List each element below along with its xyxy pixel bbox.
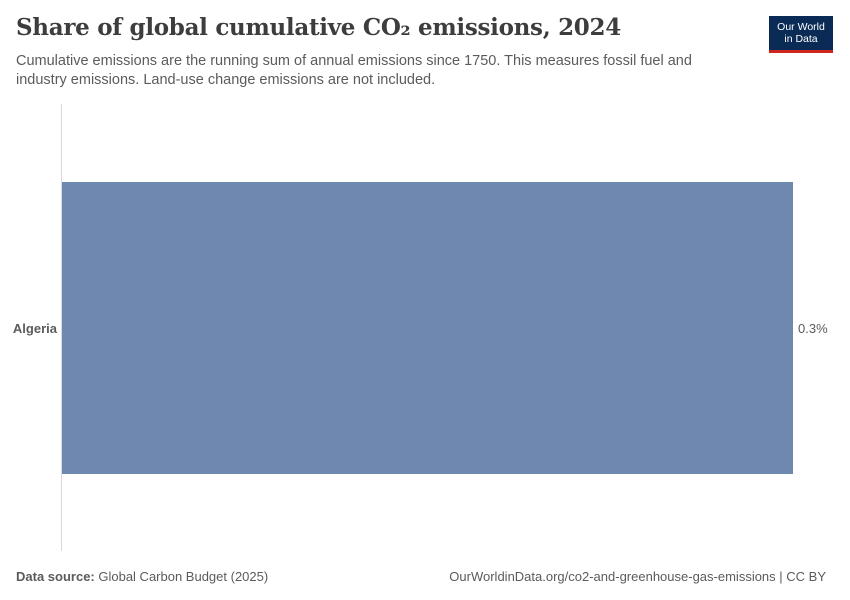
- bar-algeria[interactable]: [62, 182, 793, 474]
- logo-line-2: in Data: [784, 33, 818, 45]
- category-label[interactable]: Algeria: [13, 321, 58, 336]
- value-label: 0.3%: [798, 321, 828, 336]
- logo-line-1: Our World: [777, 21, 825, 33]
- data-source-value[interactable]: Global Carbon Budget (2025): [94, 569, 269, 584]
- source-url-license[interactable]: OurWorldinData.org/co2-and-greenhouse-ga…: [449, 569, 826, 584]
- owid-logo[interactable]: Our World in Data: [769, 16, 833, 53]
- bars-layer: Algeria 0.3%: [13, 182, 828, 474]
- chart-subtitle: Cumulative emissions are the running sum…: [16, 53, 692, 88]
- data-source-label: Data source:: [16, 569, 95, 584]
- chart-title: Share of global cumulative CO₂ emissions…: [16, 14, 621, 41]
- data-source: Data source: Global Carbon Budget (2025): [16, 569, 268, 584]
